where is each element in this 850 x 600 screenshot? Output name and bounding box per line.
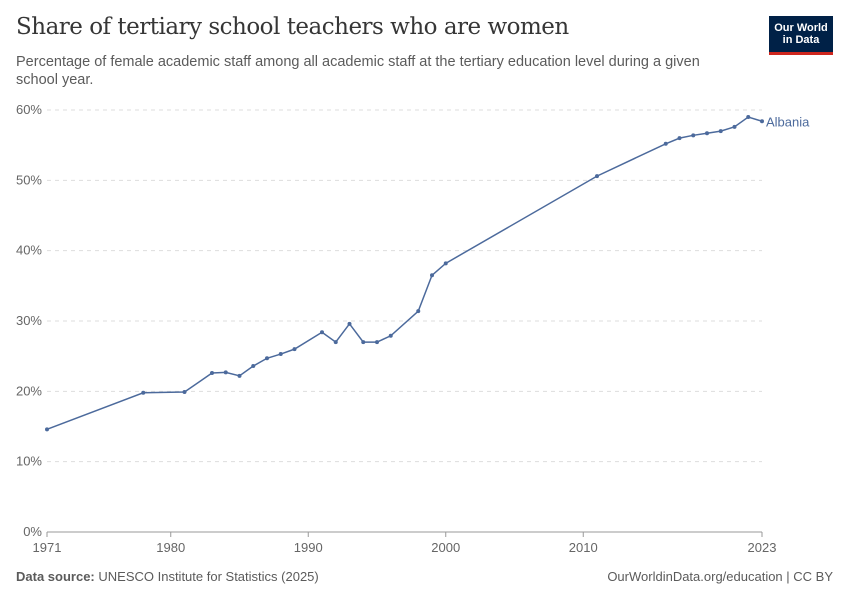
data-point — [141, 390, 146, 395]
data-point — [210, 371, 214, 376]
source-link[interactable]: UNESCO Institute for Statistics (2025) — [98, 569, 319, 584]
data-point — [45, 427, 49, 432]
license-link[interactable]: OurWorldinData.org/education | CC BY — [607, 569, 833, 584]
data-point — [595, 174, 599, 179]
data-point — [746, 115, 751, 120]
data-point — [278, 352, 283, 357]
data-point — [677, 136, 682, 141]
y-tick-label: 30% — [16, 313, 42, 328]
y-tick-label: 50% — [16, 172, 42, 187]
y-tick-label: 60% — [16, 102, 42, 117]
owid-logo[interactable]: Our World in Data — [769, 16, 833, 55]
x-tick-label: 2010 — [569, 540, 598, 555]
data-source: Data source: UNESCO Institute for Statis… — [16, 569, 319, 584]
data-point — [760, 119, 764, 124]
chart-title: Share of tertiary school teachers who ar… — [16, 14, 569, 40]
x-tick-label: 2000 — [431, 540, 460, 555]
data-point — [691, 133, 696, 138]
data-point — [182, 390, 187, 395]
data-point — [732, 124, 737, 129]
x-tick-label: 2023 — [748, 540, 777, 555]
x-tick-label: 1990 — [294, 540, 323, 555]
data-point — [292, 347, 297, 352]
x-tick-label: 1980 — [156, 540, 185, 555]
y-tick-label: 40% — [16, 243, 42, 258]
data-point — [443, 261, 448, 266]
source-label: Data source: — [16, 569, 95, 584]
data-point — [223, 370, 228, 375]
data-point — [718, 129, 723, 134]
line-chart: 0% 10% 20% 30% 40% 50% 60% 1971 1980 1990 2000 2010… — [16, 102, 810, 555]
data-point — [237, 373, 242, 378]
y-tick-label: 10% — [16, 454, 42, 469]
data-point — [361, 340, 366, 345]
data-point — [251, 364, 256, 369]
data-point — [375, 340, 379, 345]
data-point — [430, 273, 434, 278]
series-line — [46, 116, 763, 431]
data-point — [333, 340, 338, 345]
data-point — [705, 131, 709, 136]
y-tick-label: 0% — [23, 524, 42, 539]
data-point — [388, 333, 393, 338]
data-point — [416, 309, 421, 314]
series-label: Albania — [766, 114, 810, 129]
data-point — [265, 356, 269, 361]
chart-subtitle: Percentage of female academic staff amon… — [16, 54, 700, 88]
data-point — [347, 321, 352, 326]
x-tick-label: 1971 — [33, 540, 62, 555]
data-point — [663, 141, 668, 146]
data-point — [320, 330, 324, 335]
y-tick-label: 20% — [16, 383, 42, 398]
